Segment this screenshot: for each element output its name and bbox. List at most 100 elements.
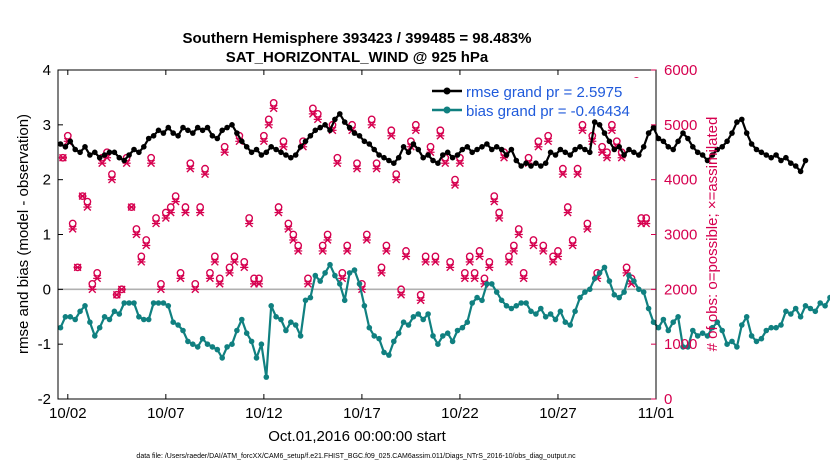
bias-point-57 [337,281,343,287]
rmse-point-113 [612,147,618,153]
rmse-point-150 [793,163,799,169]
y-right-tick-label-2: 2000 [664,281,697,298]
bias-point-155 [817,300,823,306]
bias-point-104 [567,322,573,328]
bias-point-16 [136,314,142,320]
bias-point-29 [200,336,206,342]
legend: rmse grand pr = 2.5975 bias grand pr = -… [428,78,646,120]
bias-point-10 [107,317,113,323]
rmse-point-9 [102,152,108,158]
bias-point-52 [313,273,319,279]
y-right-tick-label-6: 6000 [664,62,697,79]
y-axis-right-label: # of obs: o=possible; ×=assimilated [704,117,721,352]
y-right-tick-label-5: 5000 [664,117,697,134]
y-right-tick-label-1: 1000 [664,336,697,353]
rmse-point-69 [396,155,402,161]
rmse-point-123 [661,139,667,145]
rmse-point-44 [273,147,279,153]
bias-point-96 [528,309,534,315]
bias-point-23 [170,319,176,325]
bias-point-90 [499,298,505,304]
bias-point-35 [229,341,235,347]
bias-point-4 [77,309,83,315]
bias-point-60 [352,267,358,273]
bias-point-64 [371,333,377,339]
rmse-point-53 [317,125,323,131]
rmse-point-14 [126,152,132,158]
y-left-tick-label-3: 1 [43,227,51,244]
rmse-point-140 [744,130,750,136]
bias-point-72 [411,314,417,320]
bias-point-22 [166,303,172,309]
rmse-point-64 [371,147,377,153]
rmse-point-20 [156,128,162,134]
rmse-point-78 [440,152,446,158]
bias-point-75 [425,311,431,317]
x-axis-label: Oct.01,2016 00:00:00 start [268,428,446,445]
rmse-point-75 [425,152,431,158]
rmse-point-61 [357,133,363,139]
rmse-point-101 [553,152,559,158]
bias-point-5 [82,303,88,309]
rmse-point-11 [112,150,118,156]
bias-point-103 [563,319,569,325]
rmse-point-5 [82,144,88,150]
rmse-point-109 [592,119,598,125]
bias-point-15 [131,300,137,306]
bias-point-69 [396,330,402,336]
rmse-point-122 [656,136,662,142]
bias-point-95 [523,300,529,306]
rmse-point-45 [278,150,284,156]
bias-point-30 [205,341,211,347]
bias-point-129 [690,328,696,334]
bias-point-86 [479,298,485,304]
legend-bias-label: bias grand pr = -0.46434 [466,103,630,120]
bias-point-79 [445,330,451,336]
rmse-point-137 [729,130,735,136]
rmse-point-92 [509,147,515,153]
rmse-point-46 [283,152,289,158]
bias-point-2 [68,314,74,320]
rmse-point-96 [528,163,534,169]
legend-rmse-label: rmse grand pr = 2.5975 [466,84,622,101]
bias-point-65 [376,336,382,342]
bias-point-47 [288,319,294,325]
bias-point-68 [391,339,397,345]
bias-point-94 [518,300,524,306]
bias-point-144 [764,328,770,334]
rmse-point-26 [185,128,191,134]
rmse-point-76 [430,158,436,164]
rmse-point-102 [558,147,564,153]
rmse-point-3 [72,147,78,153]
rmse-point-21 [161,130,167,136]
bias-point-56 [332,273,338,279]
legend-rmse-marker [444,88,451,95]
bias-point-18 [146,317,152,323]
rmse-point-60 [352,130,358,136]
bias-point-34 [224,344,230,350]
rmse-point-94 [518,163,524,169]
bias-point-120 [646,306,652,312]
bias-point-147 [778,322,784,328]
rmse-point-66 [381,155,387,161]
bias-point-59 [347,270,353,276]
rmse-point-152 [803,158,809,164]
bias-point-110 [597,270,603,276]
rmse-point-29 [200,128,206,134]
y-axis-left-label: rmse and bias (model - observation) [15,114,32,354]
y-right-tick-label-3: 3000 [664,227,697,244]
bias-point-92 [509,306,515,312]
bias-point-54 [322,270,328,276]
rmse-point-50 [303,139,309,145]
rmse-point-13 [121,158,127,164]
rmse-point-52 [313,128,319,134]
x-tick-label-2: 10/12 [245,405,283,422]
rmse-point-106 [577,144,583,150]
chart-subtitle: SAT_HORIZONTAL_WIND @ 925 hPa [226,49,489,66]
bias-point-154 [813,309,819,315]
y-right-tick-label-0: 0 [664,391,672,408]
bias-point-46 [283,328,289,334]
bias-point-101 [553,317,559,323]
rmse-point-103 [563,150,569,156]
